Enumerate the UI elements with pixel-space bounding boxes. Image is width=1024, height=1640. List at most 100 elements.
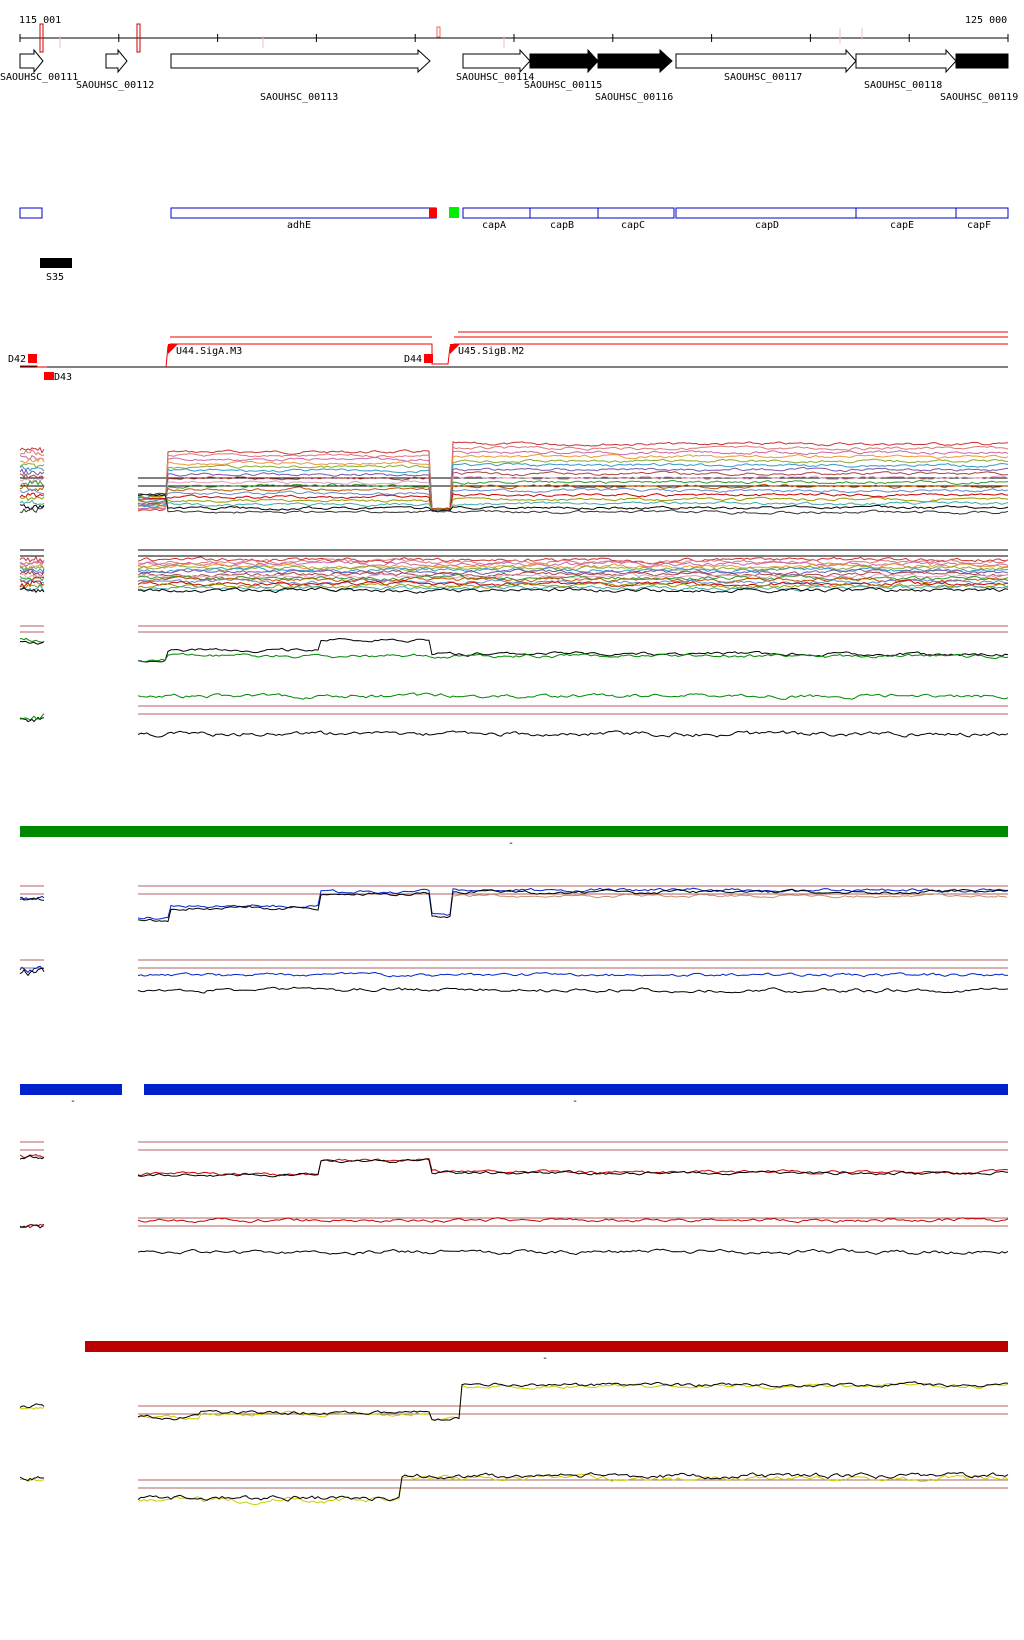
segment-marker[interactable] (28, 354, 37, 363)
gene-arrow[interactable] (675, 48, 857, 74)
profile-line (19, 1406, 45, 1411)
srna-box[interactable] (40, 258, 72, 268)
segment-step (20, 365, 47, 368)
gene-arrow[interactable] (597, 48, 673, 74)
ruler-start-label: 115 001 (19, 15, 61, 26)
gene-arrow[interactable] (855, 48, 957, 74)
profile-line (137, 565, 1009, 574)
condition-bar-blue (144, 1084, 1008, 1095)
profile-line (137, 445, 1009, 511)
annotation-box[interactable] (955, 207, 1009, 219)
annotation-label: capE (890, 220, 914, 231)
segment-label: D42 (8, 354, 26, 365)
annotation-box[interactable] (675, 207, 857, 219)
profile-line (137, 487, 1009, 512)
profile-line (137, 470, 1009, 512)
profile-line (137, 1248, 1009, 1256)
srna-track: S35 (40, 258, 72, 283)
profile-line (137, 492, 1009, 515)
condition-bar-red (85, 1341, 1008, 1352)
profile-line (19, 495, 45, 502)
segment-marker[interactable] (44, 372, 54, 380)
gene-label: SAOUHSC_00115 (524, 80, 602, 91)
annotation-box[interactable] (19, 207, 43, 219)
condition-bar-label: - (70, 1096, 76, 1107)
gene-arrow[interactable] (170, 48, 431, 74)
gene-label: SAOUHSC_00113 (260, 92, 338, 103)
profile-line (137, 572, 1009, 579)
condition-bar-green (20, 826, 1008, 837)
srna-label: S35 (46, 272, 64, 283)
profile-line (19, 559, 45, 567)
condition-bar-label: - (572, 1096, 578, 1107)
profile-line (137, 493, 1009, 513)
gene-arrow[interactable] (529, 48, 599, 74)
profile-line (137, 560, 1009, 568)
annotation-end-marker (429, 208, 437, 218)
profile-line (19, 1475, 45, 1482)
profile-line (19, 584, 45, 593)
gene-arrow[interactable] (955, 53, 1009, 69)
profile-line (19, 586, 45, 594)
profile-line (137, 492, 1009, 511)
profile-line (137, 1472, 1009, 1502)
profile-line (137, 692, 1009, 700)
annotation-label: adhE (287, 220, 311, 231)
profile-line (451, 893, 1008, 899)
profile-line (137, 1157, 1009, 1177)
profile-line (137, 887, 1009, 920)
profile-line (137, 1473, 1009, 1506)
gene-label: SAOUHSC_00112 (76, 80, 154, 91)
profile-line (19, 1154, 45, 1159)
segment-marker[interactable] (424, 354, 433, 363)
annotation-label: capA (482, 220, 506, 231)
segment-label: U45.SigB.M2 (458, 346, 524, 357)
profile-line (137, 562, 1009, 570)
profile-line (137, 462, 1009, 512)
gene-label: SAOUHSC_00116 (595, 92, 673, 103)
gene-label: SAOUHSC_00118 (864, 80, 942, 91)
annotation-box[interactable] (855, 207, 957, 219)
profile-line (19, 576, 45, 584)
profile-line (19, 464, 45, 472)
segment-flag (450, 344, 460, 354)
profile-line (137, 493, 1009, 513)
ruler-mark (39, 23, 44, 53)
ruler-mark (136, 23, 141, 53)
annotation-box[interactable] (170, 207, 437, 219)
gene-arrow[interactable] (462, 48, 531, 74)
profile-line (19, 505, 45, 514)
gene-arrow[interactable] (19, 48, 44, 74)
profile-line (19, 555, 45, 564)
gene-arrow[interactable] (105, 48, 128, 74)
profile-line (138, 586, 1009, 594)
ruler-mark (436, 26, 441, 38)
annotation-box[interactable] (529, 207, 599, 219)
profile-line (137, 1217, 1009, 1224)
profile-line (19, 484, 45, 492)
profile-line (137, 494, 1009, 511)
annotation-box[interactable] (597, 207, 675, 219)
condition-bars: - - - - (20, 826, 1008, 1364)
profile-line (137, 637, 1009, 663)
profile-line (137, 458, 1009, 512)
profile-line (19, 1223, 45, 1229)
profile-line (19, 457, 45, 464)
profile-line (19, 558, 45, 566)
annotation-box[interactable] (462, 207, 531, 219)
profile-line (137, 475, 1009, 511)
annotation-label: capF (967, 220, 991, 231)
profile-line (137, 730, 1009, 738)
profile-line (19, 1403, 45, 1409)
green-marker (449, 207, 459, 218)
segment-flag (168, 344, 178, 354)
ruler-end-label: 125 000 (965, 15, 1007, 26)
profile-line (19, 1224, 45, 1229)
profile-line (137, 466, 1009, 512)
profile-line (137, 888, 1009, 923)
profile-line (137, 450, 1009, 513)
annotation-label: capD (755, 220, 779, 231)
profile-line (137, 556, 1009, 565)
segment-label: U44.SigA.M3 (176, 346, 242, 357)
profile-line (137, 571, 1009, 578)
